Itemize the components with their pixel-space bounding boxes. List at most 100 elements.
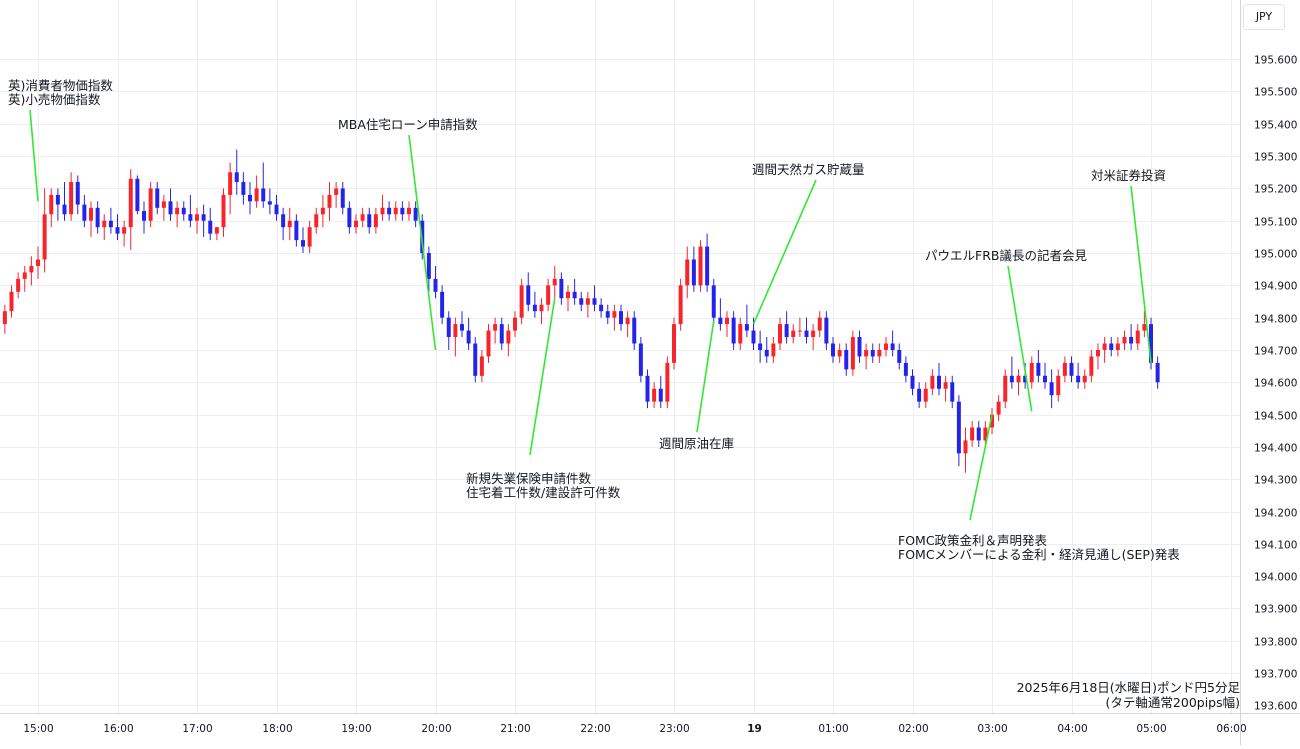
candle-body — [234, 172, 239, 182]
candle-body — [320, 207, 325, 215]
y-tick-label: 194.000 — [1254, 572, 1297, 584]
x-tick-label: 15:00 — [23, 723, 53, 735]
candle-body — [923, 388, 928, 402]
candle-body — [632, 317, 637, 344]
candle-body — [857, 337, 862, 357]
candle-body — [347, 207, 352, 228]
x-tick-label: 06:00 — [1216, 723, 1246, 735]
candle-body — [1135, 330, 1140, 344]
currency-label[interactable]: JPY — [1243, 4, 1285, 30]
candle-body — [678, 285, 683, 325]
y-tick-label: 193.900 — [1254, 604, 1297, 616]
candle-body — [479, 356, 484, 376]
candle-body — [499, 324, 504, 344]
annotation-label: 新規失業保険申請件数 — [466, 471, 592, 486]
candle-body — [771, 343, 776, 357]
candle-body — [267, 201, 272, 205]
x-tick-label: 16:00 — [103, 723, 133, 735]
candle-body — [301, 240, 305, 247]
y-tick-label: 194.800 — [1254, 314, 1297, 326]
caption-line-2: (タテ軸通常200pips幅) — [1105, 695, 1240, 710]
candle-body — [791, 330, 796, 338]
candle-body — [705, 246, 710, 286]
candle-body — [539, 304, 544, 312]
candle-body — [89, 207, 93, 221]
candle-body — [493, 324, 498, 331]
candle-body — [1029, 362, 1034, 383]
candle-body — [996, 401, 1001, 415]
candle-body — [585, 298, 590, 305]
candle-body — [228, 172, 233, 195]
x-tick-label: 17:00 — [182, 723, 212, 735]
candle-body — [1036, 362, 1041, 376]
candle-body — [1142, 324, 1147, 331]
candle-body — [864, 349, 869, 357]
candle-body — [360, 214, 365, 221]
candle-body — [817, 317, 822, 331]
candle-body — [592, 298, 597, 305]
candle-body — [513, 317, 517, 331]
candle-body — [1043, 375, 1047, 383]
candle-body — [1003, 375, 1008, 402]
candle-body — [665, 362, 670, 402]
candle-body — [758, 343, 763, 350]
candles — [2, 149, 1160, 473]
candle-body — [1082, 375, 1087, 383]
candle-body — [1109, 343, 1114, 350]
candle-body — [903, 362, 908, 376]
candle-body — [824, 317, 829, 344]
candle-body — [738, 324, 743, 344]
candle-body — [837, 349, 842, 357]
candle-body — [725, 317, 729, 325]
x-tick-label: 18:00 — [262, 723, 292, 735]
candle-body — [870, 349, 875, 357]
y-tick-label: 195.200 — [1254, 184, 1297, 196]
candle-body — [161, 201, 166, 208]
annotation-label: 週間天然ガス貯蔵量 — [752, 162, 865, 177]
y-tick-label: 194.300 — [1254, 475, 1297, 487]
x-tick-label: 03:00 — [977, 723, 1007, 735]
candle-body — [559, 278, 564, 299]
y-tick-label: 193.800 — [1254, 637, 1297, 649]
candle-body — [195, 214, 199, 221]
candle-body — [751, 330, 756, 344]
x-tick-label: 23:00 — [659, 723, 689, 735]
y-tick-label: 194.700 — [1254, 346, 1297, 358]
candle-body — [446, 317, 451, 338]
candle-body — [426, 253, 431, 279]
candle-body — [460, 324, 464, 331]
annotation-label: FOMC政策金利＆声明発表 — [898, 533, 1048, 548]
candle-body — [890, 343, 895, 350]
candle-body — [526, 285, 531, 305]
candle-body — [254, 188, 259, 202]
candle-body — [208, 220, 213, 234]
candle-body — [440, 291, 445, 318]
candle-body — [976, 427, 981, 441]
candle-body — [672, 324, 676, 363]
candle-body — [287, 220, 292, 228]
x-tick-label: 19:00 — [341, 723, 371, 735]
candle-body — [519, 285, 524, 318]
candle-body — [373, 214, 378, 228]
candle-body — [9, 291, 14, 312]
candle-body — [281, 214, 286, 228]
candle-body — [897, 349, 902, 363]
annotation-label: 対米証券投資 — [1091, 168, 1166, 183]
candle-body — [75, 181, 80, 205]
caption-line-1: 2025年6月18日(水曜日)ポンド円5分足 — [1016, 680, 1240, 695]
candle-body — [811, 330, 816, 338]
candle-body — [638, 343, 643, 376]
candle-body — [970, 427, 975, 441]
annotation-line — [408, 134, 437, 351]
candle-body — [102, 220, 107, 228]
candle-body — [181, 207, 186, 215]
y-tick-label: 195.000 — [1254, 249, 1297, 261]
candle-body — [698, 246, 703, 286]
annotation-label: 英)小売物価指数 — [8, 92, 101, 107]
candle-body — [546, 285, 551, 305]
candle-body — [294, 220, 299, 241]
candle-body — [1115, 343, 1120, 350]
candle-body — [764, 349, 769, 357]
candle-body — [407, 207, 411, 215]
